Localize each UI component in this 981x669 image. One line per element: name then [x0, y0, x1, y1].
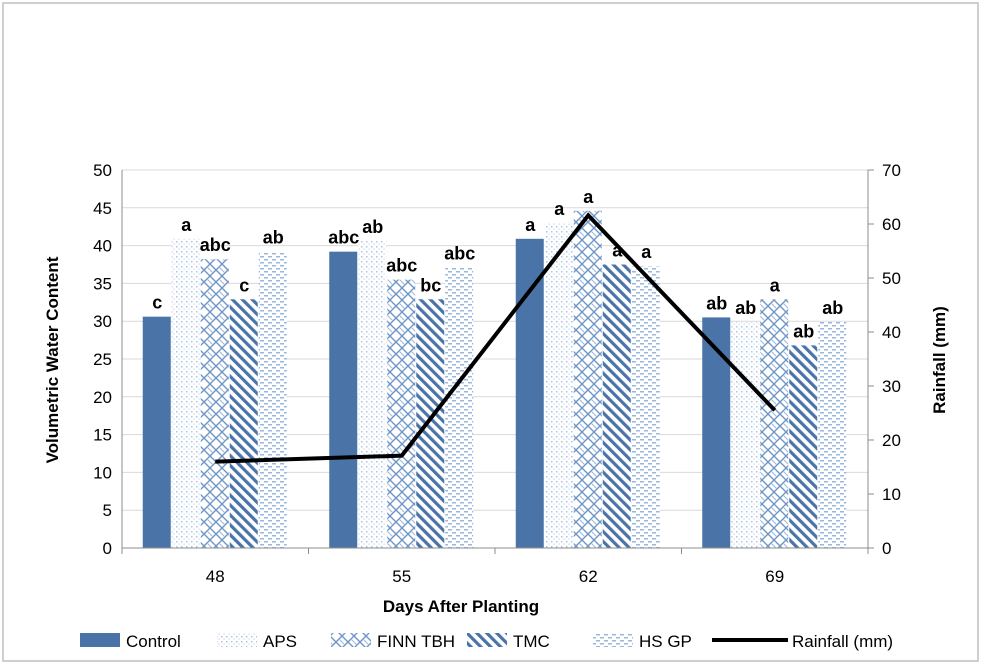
bar-significance-label: ab: [793, 321, 814, 341]
bar-brick: [200, 259, 229, 548]
x-tick-label: 69: [765, 567, 784, 586]
y2-tick-label: 70: [882, 161, 901, 180]
y2-tick-label: 50: [882, 269, 901, 288]
bar-significance-label: abc: [200, 235, 231, 255]
bar-significance-label: ab: [822, 298, 843, 318]
bar-significance-label: a: [612, 241, 623, 261]
bar-diagonal: [602, 264, 631, 548]
legend-label: TMC: [513, 632, 550, 651]
y2-tick-label: 60: [882, 215, 901, 234]
bar-significance-label: c: [239, 275, 249, 295]
bar-dashes: [445, 267, 474, 548]
y2-tick-label: 20: [882, 431, 901, 450]
bars-group: [142, 210, 847, 549]
y-axis-title: Volumetric Water Content: [43, 256, 62, 463]
legend-label: FINN TBH: [377, 632, 455, 651]
axes-group: 0 5 10 15 20 25 30 35 40 45 50 0 10 20 30 40 50 60 70 48 55 6…: [93, 161, 901, 586]
bar-significance-label: a: [525, 215, 536, 235]
y2-tick-label: 40: [882, 323, 901, 342]
rainfall-line: [215, 212, 777, 464]
bar-significance-label: a: [583, 187, 594, 207]
y-tick-label: 20: [93, 388, 112, 407]
y-tick-label: 35: [93, 274, 112, 293]
bar-diagonal: [416, 299, 445, 548]
bar-significance-label: ab: [263, 228, 284, 248]
y-tick-label: 25: [93, 350, 112, 369]
y2-tick-label: 10: [882, 485, 901, 504]
bar-brick: [573, 210, 602, 548]
bar-solid: [329, 251, 358, 548]
bar-brick: [760, 299, 789, 548]
bar-significance-label: abc: [328, 228, 359, 248]
bar-significance-label: ab: [362, 217, 383, 237]
bar-dots: [358, 241, 387, 548]
bar-significance-label: a: [181, 215, 192, 235]
bar-dots: [544, 222, 573, 549]
y-tick-label: 15: [93, 426, 112, 445]
x-axis-title: Days After Planting: [383, 597, 539, 616]
bar-dashes: [818, 321, 847, 548]
bar-significance-label: abc: [386, 256, 417, 276]
legend-label: APS: [263, 632, 297, 651]
x-tick-label: 55: [392, 567, 411, 586]
y-tick-label: 30: [93, 312, 112, 331]
y-tick-label: 40: [93, 237, 112, 256]
bar-significance-label: a: [554, 199, 565, 219]
x-tick-label: 48: [206, 567, 225, 586]
bar-solid: [142, 316, 171, 548]
bar-significance-label: bc: [420, 275, 441, 295]
bar-significance-label: ab: [706, 293, 727, 313]
y-tick-label: 45: [93, 199, 112, 218]
bar-dashes: [631, 266, 660, 548]
legend-label: HS GP: [639, 632, 692, 651]
y2-axis-title: Rainfall (mm): [930, 306, 949, 414]
rainfall-line-group: [215, 212, 777, 464]
bar-significance-label: c: [152, 293, 162, 313]
legend-label: Control: [126, 632, 181, 651]
bar-significance-label: a: [641, 242, 652, 262]
y-tick-label: 10: [93, 463, 112, 482]
legend-swatch: [217, 633, 257, 647]
legend-label: Rainfall (mm): [792, 632, 893, 651]
y2-tick-label: 30: [882, 377, 901, 396]
bar-solid: [515, 238, 544, 548]
y2-tick-label: 0: [882, 539, 891, 558]
legend-swatch: [467, 633, 507, 647]
x-tick-label: 62: [579, 567, 598, 586]
bar-diagonal: [789, 345, 818, 548]
bar-solid: [702, 317, 731, 548]
y-tick-label: 50: [93, 161, 112, 180]
legend-swatch: [331, 633, 371, 647]
bar-significance-label: abc: [444, 244, 475, 264]
bar-brick: [387, 279, 416, 548]
bar-dashes: [258, 251, 287, 548]
bar-significance-label: ab: [735, 298, 756, 318]
legend: Control APS FINN TBH TMC HS GP Rainfall (mm): [80, 632, 893, 651]
legend-swatch: [593, 633, 633, 647]
bar-dots: [171, 238, 200, 548]
y-tick-label: 5: [103, 501, 112, 520]
bar-significance-label: a: [770, 275, 781, 295]
bar-dots: [731, 321, 760, 548]
legend-swatch: [80, 633, 120, 647]
bar-diagonal: [229, 299, 258, 548]
y-tick-label: 0: [103, 539, 112, 558]
